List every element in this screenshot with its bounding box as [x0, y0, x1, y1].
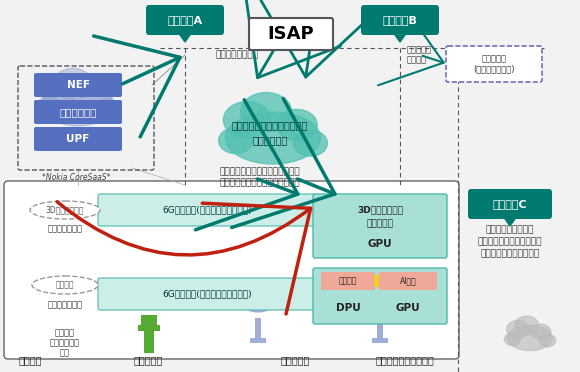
Ellipse shape — [240, 299, 251, 308]
Ellipse shape — [37, 97, 63, 118]
Text: コアネットワーク機能: コアネットワーク機能 — [376, 355, 434, 365]
Text: 3Dレンダリング: 3Dレンダリング — [46, 205, 84, 215]
Ellipse shape — [362, 299, 374, 308]
FancyBboxPatch shape — [146, 5, 224, 35]
Text: ISAP: ISAP — [268, 25, 314, 43]
Ellipse shape — [42, 84, 114, 126]
Bar — [255, 318, 261, 338]
Text: モバイル
ネットワーク
端末: モバイル ネットワーク 端末 — [50, 328, 80, 358]
FancyBboxPatch shape — [468, 189, 552, 219]
FancyBboxPatch shape — [34, 100, 122, 124]
Text: モバイル回線・サービス状態: モバイル回線・サービス状態 — [232, 120, 308, 130]
Ellipse shape — [369, 287, 386, 301]
Ellipse shape — [241, 93, 292, 131]
Ellipse shape — [226, 112, 321, 164]
Ellipse shape — [539, 334, 556, 347]
Bar — [141, 315, 157, 325]
Bar — [372, 338, 388, 343]
Text: 持つ計算サービスを構成: 持つ計算サービスを構成 — [480, 249, 539, 258]
Ellipse shape — [30, 201, 100, 219]
Text: 検証環境: 検証環境 — [18, 355, 42, 365]
Text: 6Gサービス(回線＋計算サービス): 6Gサービス(回線＋計算サービス) — [162, 289, 252, 298]
Text: 監視カメラ端末: 監視カメラ端末 — [48, 300, 82, 309]
Text: モバイルコア: モバイルコア — [59, 107, 97, 117]
Text: DPU: DPU — [336, 303, 360, 313]
FancyBboxPatch shape — [321, 272, 375, 290]
FancyBboxPatch shape — [361, 5, 439, 35]
Text: メタバース端末: メタバース端末 — [48, 224, 82, 233]
Bar — [374, 275, 379, 287]
Text: ポイントA: ポイントA — [168, 15, 202, 25]
Ellipse shape — [532, 324, 551, 339]
Ellipse shape — [53, 68, 92, 100]
Ellipse shape — [223, 102, 271, 138]
Text: GPU: GPU — [396, 303, 420, 313]
FancyBboxPatch shape — [4, 181, 459, 359]
Text: ポイントC: ポイントC — [492, 199, 527, 209]
Ellipse shape — [81, 82, 112, 107]
Text: エッジ機能: エッジ機能 — [280, 355, 310, 365]
Ellipse shape — [40, 76, 77, 105]
Ellipse shape — [259, 293, 272, 304]
FancyBboxPatch shape — [34, 127, 122, 151]
Ellipse shape — [293, 130, 327, 156]
Ellipse shape — [364, 291, 379, 303]
FancyBboxPatch shape — [34, 73, 122, 97]
Text: モバイル回線状態: モバイル回線状態 — [215, 51, 258, 60]
Ellipse shape — [93, 99, 119, 120]
Ellipse shape — [32, 276, 98, 294]
Ellipse shape — [381, 293, 394, 304]
Text: 基地局機能: 基地局機能 — [133, 355, 162, 365]
Ellipse shape — [277, 109, 317, 141]
Text: コンピューティング機能を: コンピューティング機能を — [478, 237, 542, 246]
Text: UPF: UPF — [66, 134, 90, 144]
Bar — [144, 325, 154, 353]
FancyBboxPatch shape — [446, 46, 542, 82]
Bar — [250, 338, 266, 343]
Ellipse shape — [508, 326, 552, 350]
Text: AI解析: AI解析 — [400, 276, 416, 285]
FancyBboxPatch shape — [313, 268, 447, 324]
Text: モバイル回線やサービスの状態に: モバイル回線やサービスの状態に — [220, 167, 300, 176]
Text: 3Dレンダリング: 3Dレンダリング — [357, 205, 403, 215]
Ellipse shape — [515, 316, 539, 335]
Text: 連携制御機能: 連携制御機能 — [252, 135, 288, 145]
Ellipse shape — [507, 321, 529, 338]
FancyBboxPatch shape — [249, 18, 333, 50]
FancyBboxPatch shape — [313, 194, 447, 258]
FancyBboxPatch shape — [379, 272, 437, 290]
Bar — [138, 325, 160, 331]
Ellipse shape — [248, 287, 264, 301]
Text: ポイントB: ポイントB — [383, 15, 418, 25]
Text: メタバース
(インターネット): メタバース (インターネット) — [473, 54, 515, 74]
Ellipse shape — [242, 294, 273, 312]
Ellipse shape — [264, 300, 276, 309]
Text: NEF: NEF — [67, 80, 89, 90]
Text: サービス毎に異なる: サービス毎に異なる — [486, 225, 534, 234]
Text: 応じて回線に計算サービスを設定: 応じて回線に計算サービスを設定 — [220, 179, 300, 187]
Ellipse shape — [219, 128, 253, 154]
Bar — [377, 318, 383, 338]
Text: *Nokia CoreSaaS*: *Nokia CoreSaaS* — [42, 173, 110, 182]
Text: 6Gサービス(回線＋計算サービス): 6Gサービス(回線＋計算サービス) — [162, 205, 252, 215]
Text: GPU: GPU — [368, 239, 392, 249]
Ellipse shape — [242, 291, 258, 303]
Ellipse shape — [505, 333, 520, 346]
Ellipse shape — [387, 300, 398, 309]
Polygon shape — [393, 32, 407, 42]
Ellipse shape — [365, 294, 396, 312]
FancyBboxPatch shape — [98, 278, 317, 310]
Text: メタバース
空間状態: メタバース 空間状態 — [407, 45, 432, 65]
Polygon shape — [178, 32, 192, 42]
Text: 解析機能: 解析機能 — [56, 280, 74, 289]
Text: エンコード: エンコード — [367, 219, 393, 228]
Text: 映像終端: 映像終端 — [339, 276, 357, 285]
Polygon shape — [503, 216, 517, 226]
FancyBboxPatch shape — [98, 194, 317, 226]
